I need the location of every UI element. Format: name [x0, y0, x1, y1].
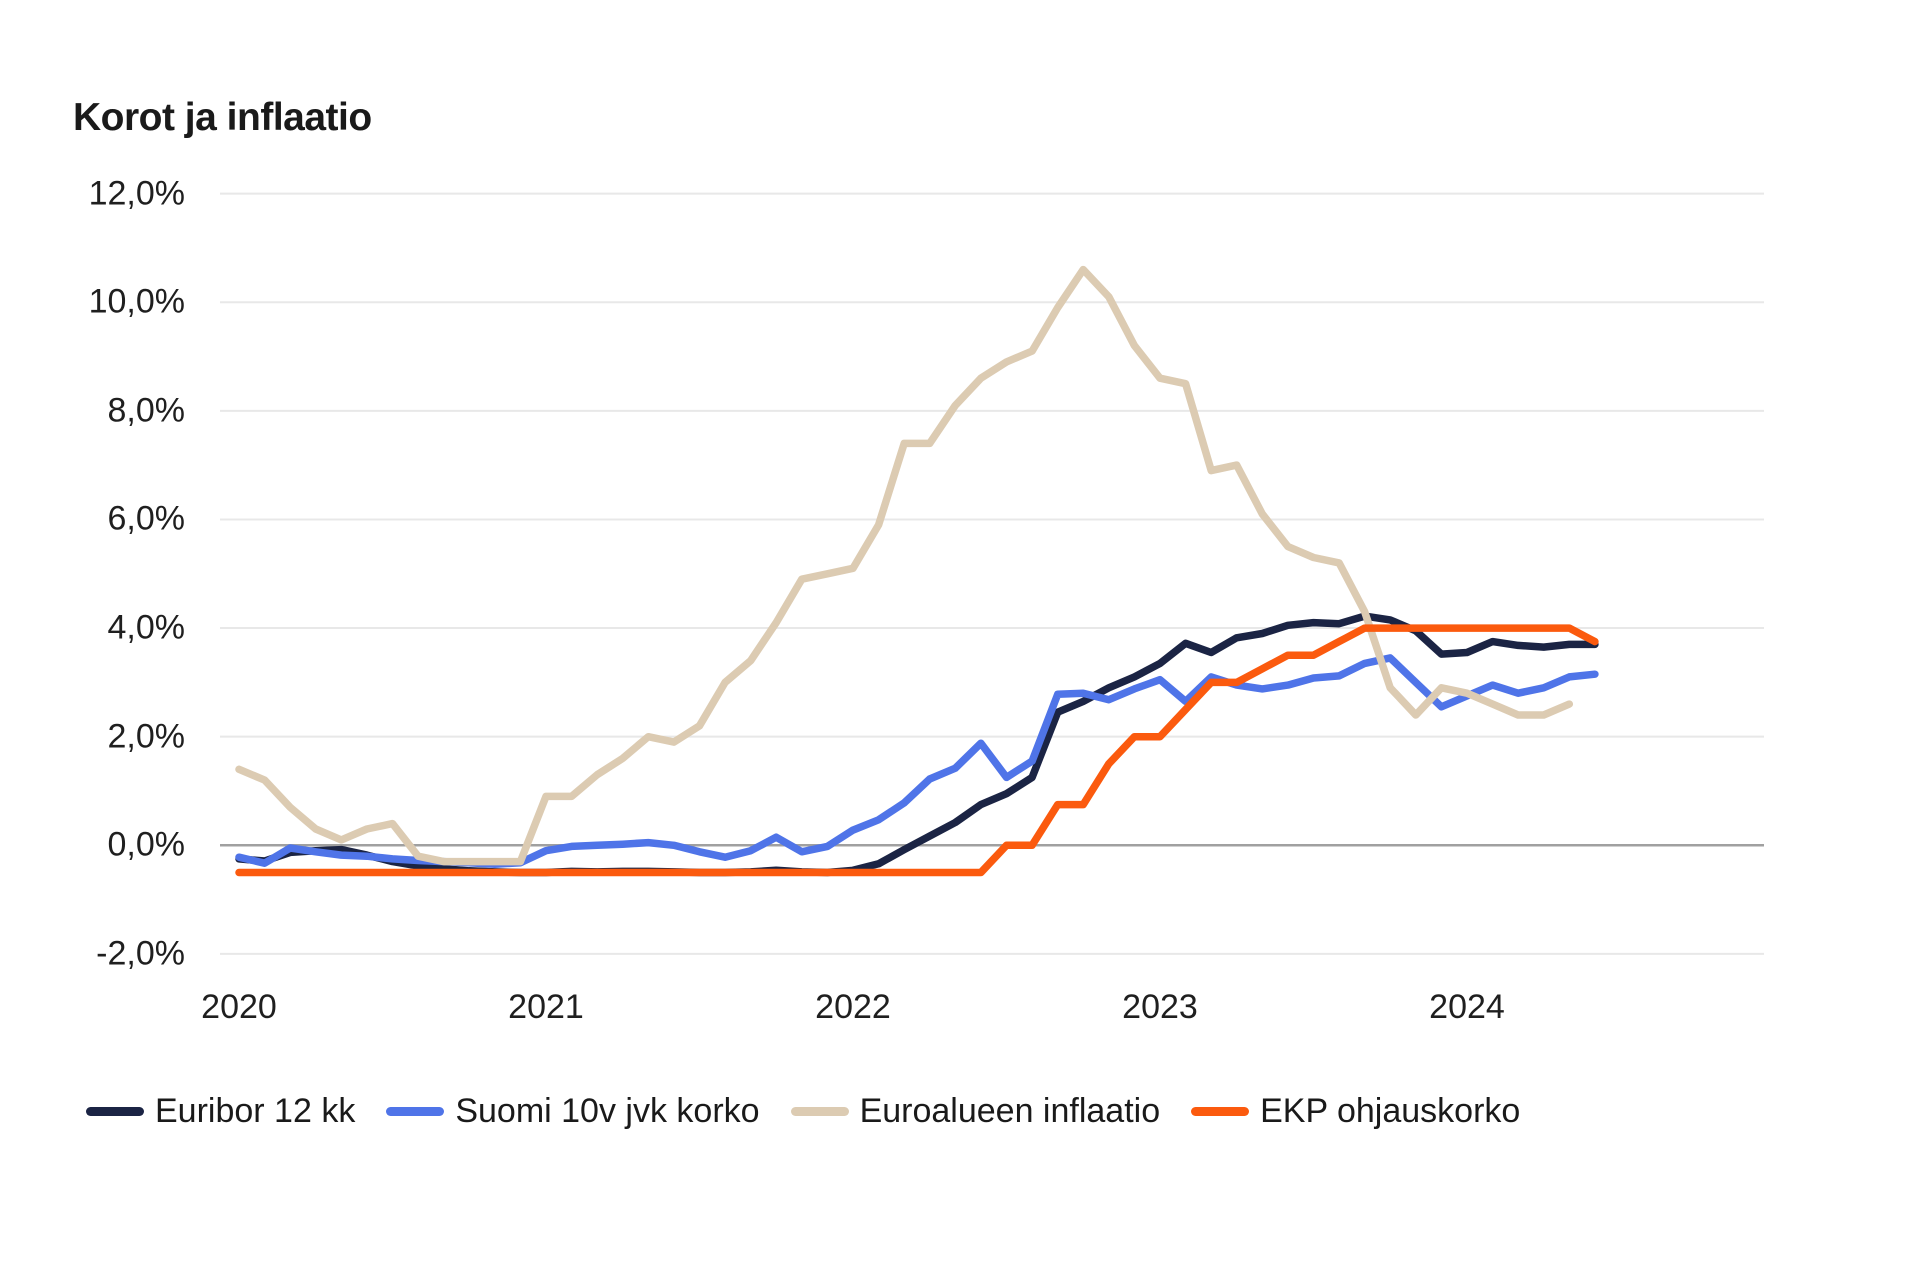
y-tick-label: 10,0%	[88, 282, 185, 321]
legend-swatch-euroalueen-inflaatio	[790, 1107, 849, 1116]
series-line-ekp-ohjauskorko	[235, 624, 1599, 877]
legend-item-suomi-10v-jvk-korko: Suomi 10v jvk korko	[386, 1092, 760, 1131]
series-line-euroalueen-inflaatio	[235, 265, 1574, 866]
legend: Euribor 12 kk Suomi 10v jvk korko Euroalue…	[86, 1092, 1520, 1131]
y-tick-label: 8,0%	[107, 391, 186, 430]
x-tick-label: 2020	[201, 988, 277, 1026]
legend-label: Euribor 12 kk	[155, 1092, 356, 1130]
x-tick-label: 2021	[508, 988, 584, 1026]
x-tick-label: 2023	[1122, 988, 1198, 1026]
x-tick-label: 2022	[815, 988, 891, 1026]
legend-item-ekp-ohjauskorko: EKP ohjauskorko	[1191, 1092, 1520, 1131]
y-tick-label: -2,0%	[96, 934, 185, 973]
legend-item-euribor-12-kk: Euribor 12 kk	[86, 1092, 355, 1131]
x-tick-label: 2024	[1429, 988, 1505, 1026]
y-tick-label: 4,0%	[107, 608, 186, 647]
y-tick-label: 6,0%	[107, 499, 186, 538]
legend-swatch-euribor-12-kk	[86, 1107, 144, 1116]
chart-title: Korot ja inflaatio	[73, 96, 372, 139]
legend-label: EKP ohjauskorko	[1260, 1092, 1521, 1130]
legend-swatch-ekp-ohjauskorko	[1191, 1107, 1250, 1116]
legend-item-euroalueen-inflaatio: Euroalueen inflaatio	[790, 1092, 1161, 1131]
legend-label: Suomi 10v jvk korko	[455, 1092, 760, 1130]
legend-swatch-suomi-10v-jvk-korko	[386, 1107, 445, 1116]
y-tick-label: 12,0%	[88, 174, 185, 213]
y-tick-label: 2,0%	[107, 717, 186, 756]
legend-label: Euroalueen inflaatio	[859, 1092, 1161, 1130]
y-tick-label: 0,0%	[107, 825, 186, 864]
